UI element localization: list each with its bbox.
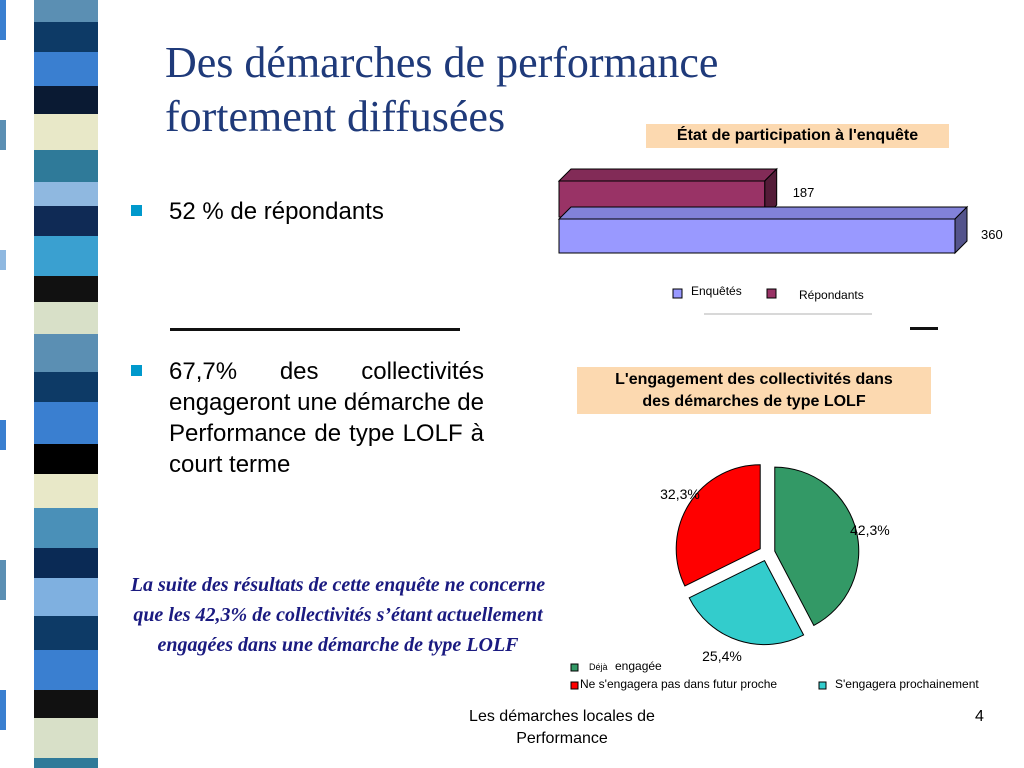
pie-slice-2 bbox=[688, 559, 805, 646]
pie-legend-label-2: Ne s'engagera pas dans futur proche bbox=[580, 677, 777, 691]
title-line-2: fortement diffusées bbox=[165, 92, 506, 141]
decorative-edge bbox=[0, 0, 6, 40]
title-line-1: Des démarches de performance bbox=[165, 38, 719, 87]
bar-legend-label-1: Enquêtés bbox=[691, 284, 742, 298]
decorative-band bbox=[34, 182, 98, 206]
pie-chart-title: L'engagement des collectivités dans des … bbox=[577, 367, 931, 414]
decorative-band bbox=[34, 22, 98, 52]
bar-top-2 bbox=[557, 206, 969, 220]
decorative-edge bbox=[0, 690, 6, 730]
pie-slice-1 bbox=[774, 466, 860, 627]
decorative-band bbox=[34, 690, 98, 718]
footer-title: Les démarches locales de Performance bbox=[430, 706, 694, 750]
pie-legend-label-3: S'engagera prochainement bbox=[835, 677, 979, 691]
bar-top-1 bbox=[557, 168, 778, 182]
decorative-band bbox=[34, 86, 98, 114]
decorative-band bbox=[34, 236, 98, 276]
bar-legend-swatch-1 bbox=[672, 288, 683, 299]
pie-title-line-2: des démarches de type LOLF bbox=[642, 393, 866, 410]
decorative-band bbox=[34, 52, 98, 86]
decorative-band bbox=[34, 650, 98, 690]
decorative-edge bbox=[0, 560, 6, 600]
bar-value-label-2: 360 bbox=[981, 227, 1003, 242]
decorative-band bbox=[34, 718, 98, 758]
decorative-edge bbox=[0, 420, 6, 450]
decorative-band bbox=[34, 150, 98, 182]
bar-2 bbox=[558, 218, 956, 254]
decorative-edge bbox=[0, 250, 6, 270]
decorative-band bbox=[34, 758, 98, 768]
bullet-respondents: 52 % de répondants bbox=[131, 196, 384, 227]
pie-legend-swatch-1 bbox=[570, 663, 579, 672]
slide-title: Des démarches de performance fortement d… bbox=[165, 36, 845, 144]
divider-line-small bbox=[910, 327, 938, 330]
decorative-band bbox=[34, 276, 98, 302]
decorative-left-strip bbox=[0, 0, 118, 768]
pie-value-label-2: 25,4% bbox=[702, 648, 742, 664]
decorative-band bbox=[34, 548, 98, 578]
decorative-edge bbox=[0, 120, 6, 150]
pie-value-label-1: 42,3% bbox=[850, 522, 890, 538]
bullet-engagement-text: 67,7% des collectivités engageront une d… bbox=[169, 358, 484, 478]
decorative-band bbox=[34, 402, 98, 444]
pie-legend-swatch-3 bbox=[818, 681, 827, 690]
bar-legend-swatch-2 bbox=[766, 288, 777, 299]
bar-value-label-1: 187 bbox=[793, 185, 815, 200]
pie-title-line-1: L'engagement des collectivités dans bbox=[615, 371, 893, 388]
bullet-engagement: 67,7% des collectivités engageront une d… bbox=[131, 356, 484, 480]
pie-legend-label-1: engagée bbox=[615, 659, 662, 673]
decorative-band bbox=[34, 302, 98, 334]
pie-value-label-3: 32,3% bbox=[660, 486, 700, 502]
pie-slice-3 bbox=[675, 464, 761, 587]
pie-legend-label-1-small: Déjà bbox=[589, 662, 608, 672]
decorative-band bbox=[34, 114, 98, 150]
bar-chart-title: État de participation à l'enquête bbox=[646, 124, 949, 148]
decorative-band bbox=[34, 444, 98, 474]
decorative-band bbox=[34, 206, 98, 236]
bar-legend-label-2: Répondants bbox=[799, 288, 864, 302]
footer-line-1: Les démarches locales de bbox=[469, 708, 655, 725]
bullet-marker-icon bbox=[131, 205, 142, 216]
decorative-band bbox=[34, 334, 98, 372]
bullet-marker-icon bbox=[131, 365, 142, 376]
footer-line-2: Performance bbox=[516, 730, 608, 747]
pie-legend-swatch-2 bbox=[570, 681, 579, 690]
decorative-band bbox=[34, 474, 98, 508]
decorative-band bbox=[34, 372, 98, 402]
decorative-band bbox=[34, 508, 98, 548]
page-number: 4 bbox=[975, 708, 984, 725]
bullet-respondents-text: 52 % de répondants bbox=[169, 198, 384, 225]
decorative-band bbox=[34, 616, 98, 650]
decorative-band bbox=[34, 0, 98, 22]
decorative-band bbox=[34, 578, 98, 616]
divider-line bbox=[170, 328, 460, 331]
results-note: La suite des résultats de cette enquête … bbox=[130, 574, 546, 656]
